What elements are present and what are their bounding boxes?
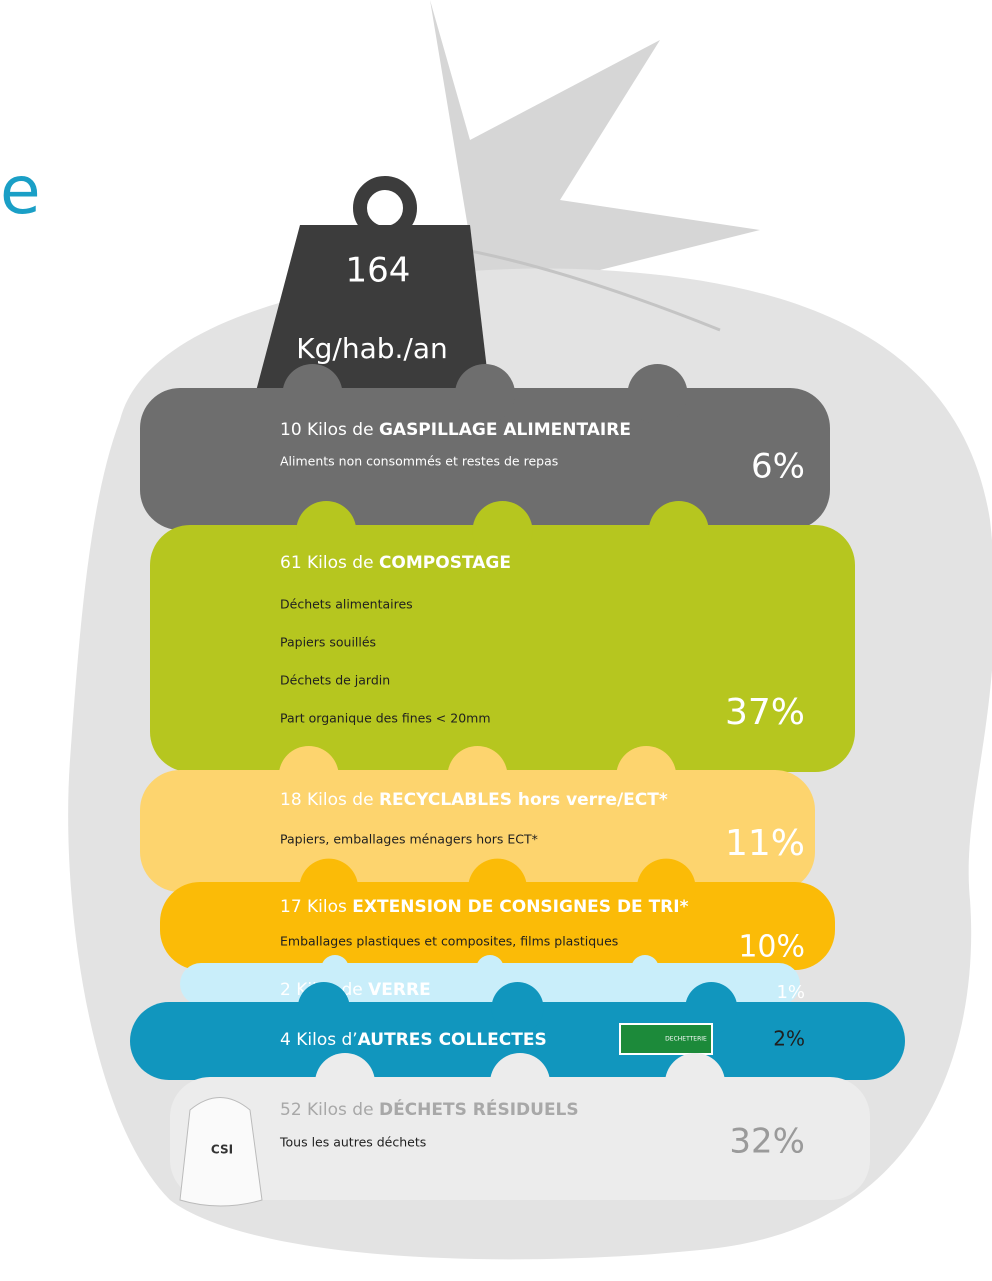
cloud-bump: [472, 501, 533, 561]
layer: 61 Kilos de COMPOSTAGE Déchets alimentair…: [150, 501, 855, 772]
layer-title: VERRE: [368, 980, 431, 1000]
layer-heading: 17 Kilos EXTENSION DE CONSIGNES DE TRI*: [280, 897, 689, 917]
layer-heading: 61 Kilos de COMPOSTAGE: [280, 553, 511, 573]
layer: 17 Kilos EXTENSION DE CONSIGNES DE TRI*E…: [160, 858, 835, 970]
layer-prefix: 10 Kilos de: [280, 420, 379, 440]
layer-line: Part organique des fines < 20mm: [280, 711, 491, 726]
cloud-bump: [665, 1053, 725, 1113]
layer-percent: 6%: [751, 447, 805, 487]
layer-title: COMPOSTAGE: [379, 553, 511, 573]
layer: 52 Kilos de DÉCHETS RÉSIDUELS Tous les au…: [170, 1053, 870, 1207]
garbage-bag: [179, 1097, 263, 1207]
badge-label: DECHETTERIE: [665, 1036, 707, 1043]
weight-unit: Kg/hab./an: [296, 332, 447, 365]
cloud-bump: [315, 1053, 375, 1113]
cloud-bump: [490, 1053, 550, 1113]
cloud-bump: [296, 501, 357, 561]
cloud-bump: [648, 501, 709, 561]
layer-line: Aliments non consommés et restes de repa…: [280, 454, 558, 469]
layer: 18 Kilos de RECYCLABLES hors verre/ECT* P…: [140, 746, 815, 892]
layer: 10 Kilos de GASPILLAGE ALIMENTAIRE Alimen…: [140, 364, 830, 530]
cloud-bump: [278, 746, 339, 806]
layers: 10 Kilos de GASPILLAGE ALIMENTAIRE Alimen…: [130, 364, 905, 1207]
cloud-bump: [455, 364, 515, 424]
burst: [430, 0, 760, 340]
cloud-bump: [616, 746, 677, 806]
badge: [619, 1023, 713, 1055]
layer-percent: 10%: [738, 930, 805, 965]
layer-heading: 4 Kilos d’AUTRES COLLECTES: [280, 1030, 547, 1050]
layer-line: Papiers, emballages ménagers hors ECT*: [280, 832, 538, 847]
layer-prefix: 4 Kilos d’: [280, 1030, 358, 1050]
weight-value: 164: [346, 251, 411, 291]
layer-line: Déchets de jardin: [280, 673, 390, 688]
heading-fragment: e: [0, 152, 41, 229]
layer-percent: 2%: [773, 1027, 805, 1051]
layer-prefix: 17 Kilos: [280, 897, 352, 917]
cloud-bump: [685, 982, 738, 1034]
cloud-bump: [282, 364, 343, 424]
layer-line: Déchets alimentaires: [280, 597, 413, 612]
layer-percent: 32%: [729, 1122, 805, 1162]
cloud-bump: [476, 955, 504, 983]
bag-label: CSI: [211, 1143, 233, 1157]
cloud-bump: [321, 955, 349, 983]
layer-title: RECYCLABLES hors verre/ECT*: [379, 790, 668, 810]
layer-title: DÉCHETS RÉSIDUELS: [379, 1098, 579, 1120]
layer-heading: 52 Kilos de DÉCHETS RÉSIDUELS: [280, 1098, 579, 1120]
layer-prefix: 18 Kilos de: [280, 790, 379, 810]
cloud-bump: [447, 746, 508, 806]
cloud-bump: [299, 858, 359, 918]
layer-title: EXTENSION DE CONSIGNES DE TRI*: [352, 897, 688, 917]
cloud-bump: [631, 955, 659, 983]
layer-heading: 18 Kilos de RECYCLABLES hors verre/ECT*: [280, 790, 668, 810]
layer-heading: 10 Kilos de GASPILLAGE ALIMENTAIRE: [280, 420, 631, 440]
cloud-bump: [627, 364, 688, 424]
cloud-bump: [491, 982, 544, 1034]
layer-percent: 37%: [725, 692, 805, 733]
layer-line: Emballages plastiques et composites, fil…: [280, 934, 618, 949]
layer-line: Tous les autres déchets: [279, 1135, 426, 1150]
weight: [255, 225, 490, 395]
layer-line: Papiers souillés: [280, 635, 376, 650]
layer-percent: 1%: [776, 982, 805, 1003]
layer-percent: 11%: [725, 823, 805, 864]
cloud-bump: [468, 858, 527, 918]
layer-prefix: 52 Kilos de: [280, 1100, 379, 1120]
layer-title: GASPILLAGE ALIMENTAIRE: [379, 420, 631, 440]
layer-prefix: 61 Kilos de: [280, 553, 379, 573]
layer-title: AUTRES COLLECTES: [358, 1030, 547, 1050]
cloud-bump: [297, 982, 350, 1034]
cloud-bump: [636, 858, 696, 918]
layer-cloud: [150, 525, 855, 772]
